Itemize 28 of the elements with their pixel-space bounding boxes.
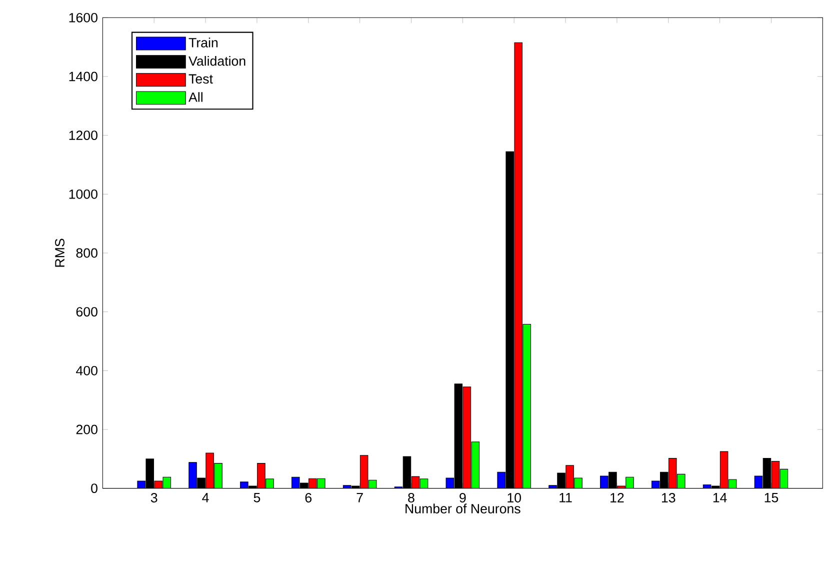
y-tick-label: 1000 — [69, 189, 98, 199]
x-tick-label: 15 — [764, 493, 778, 502]
x-tick-label: 11 — [560, 493, 572, 502]
x-tick-label: 6 — [305, 493, 312, 502]
legend-label: Train — [188, 38, 218, 48]
x-tick-label: 7 — [356, 493, 363, 502]
y-tick-label: 600 — [76, 307, 98, 317]
x-tick-label: 3 — [150, 493, 158, 502]
legend-label: All — [188, 92, 202, 102]
y-tick-label: 400 — [76, 366, 98, 376]
legend-label: Validation — [188, 56, 246, 66]
y-axis-title: RMS — [55, 238, 64, 267]
x-tick-label: 4 — [202, 493, 209, 502]
x-tick-label: 10 — [508, 493, 521, 502]
x-tick-label: 12 — [610, 493, 624, 502]
y-tick-label: 800 — [76, 248, 98, 258]
x-tick-label: 8 — [408, 493, 414, 502]
x-axis-title: Number of Neurons — [406, 504, 520, 514]
x-tick-label: 5 — [254, 493, 260, 502]
y-tick-label: 1400 — [69, 72, 98, 82]
y-tick-label: 1200 — [69, 130, 98, 140]
x-tick-label: 14 — [713, 493, 727, 502]
legend-label: Test — [188, 74, 213, 84]
y-tick-label: 0 — [91, 484, 98, 494]
x-tick-label: 13 — [662, 493, 676, 502]
x-tick-label: 9 — [460, 493, 466, 502]
y-tick-label: 1600 — [69, 12, 98, 22]
y-tick-label: 200 — [76, 424, 98, 434]
